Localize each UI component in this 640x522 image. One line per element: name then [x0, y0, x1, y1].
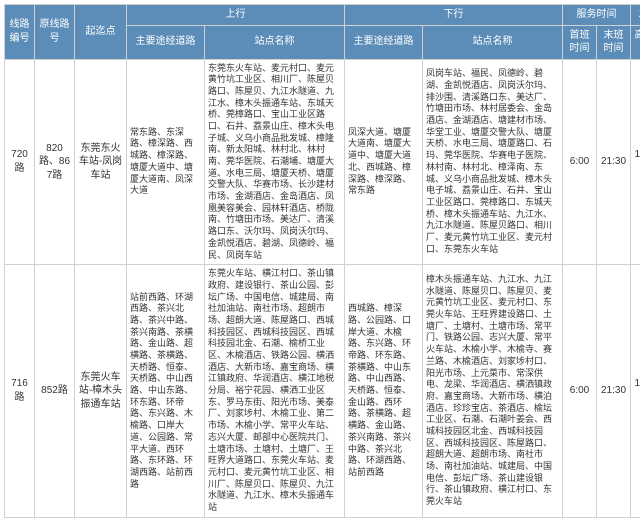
- cell-last: 21:30: [597, 265, 631, 517]
- hdr-down: 下行: [345, 5, 563, 26]
- hdr-up-stops: 站点名称: [205, 25, 345, 59]
- table-row: 720路 820路、867路 东莞东火车站-凤岗车站 常东路、东深路、樟深路、西…: [5, 59, 640, 265]
- cell-upRoute: 常东路、东深路、樟深路、西城路、樟深路、塘厦大道中、塘厦大道南、凤深大道: [127, 59, 205, 265]
- hdr-up-route: 主要途经道路: [127, 25, 205, 59]
- cell-first: 6:00: [563, 265, 597, 517]
- hdr-up: 上行: [127, 5, 345, 26]
- cell-upRoute: 站前西路、环湖西路、茶兴北路、茶兴中路、茶兴南路、茶横路、金山路、超横路、茶横路…: [127, 265, 205, 517]
- cell-first: 6:00: [563, 59, 597, 265]
- hdr-interval: 发车间隔: [631, 5, 640, 26]
- cell-origLine: 852路: [35, 265, 75, 517]
- hdr-origLine: 原线路号: [35, 5, 75, 60]
- hdr-down-stops: 站点名称: [423, 25, 563, 59]
- cell-downRoute: 西城路、樟深路、公园路、口岸大道、木榆路、东兴路、环帝路、环东路、茶横路、中山东…: [345, 265, 423, 517]
- cell-upStops: 东莞东火车站、麦元村口、麦元黄竹坑工业区、相川厂、陈屋贝路口、陈屋贝、九江水隧道…: [205, 59, 345, 265]
- bus-routes-table: 线路编号 原线路号 起迄点 上行 下行 服务时间 发车间隔 主要途经道路 站点名…: [4, 4, 640, 518]
- cell-terminals: 东莞火车站-樟木头振通车站: [75, 265, 127, 517]
- cell-terminals: 东莞东火车站-凤岗车站: [75, 59, 127, 265]
- hdr-peak: 高峰期: [631, 25, 640, 59]
- cell-last: 21:30: [597, 59, 631, 265]
- cell-upStops: 东莞火车站、横江村口、茶山镇政府、建设银行、茶山公园、彭坛广场、中国电信、城建局…: [205, 265, 345, 517]
- cell-downStops: 樟木头振通车站、九江水、九江水隧道、陈屋贝口、陈屋贝、麦元黄竹坑工业区、麦元村口…: [423, 265, 563, 517]
- cell-peak: 14-15: [631, 59, 640, 265]
- table-row: 716路 852路 东莞火车站-樟木头振通车站 站前西路、环湖西路、茶兴北路、茶…: [5, 265, 640, 517]
- cell-origLine: 820路、867路: [35, 59, 75, 265]
- hdr-first: 首班时间: [563, 25, 597, 59]
- cell-lineNo: 720路: [5, 59, 35, 265]
- hdr-last: 末班时间: [597, 25, 631, 59]
- hdr-down-route: 主要途经道路: [345, 25, 423, 59]
- cell-downStops: 凤岗车站、福民、凤德岭、碧湖、金凯悦酒店、凤岗沃尔玛、排沙围、清溪路口东、美达厂…: [423, 59, 563, 265]
- cell-peak: 13-15: [631, 265, 640, 517]
- hdr-lineNo: 线路编号: [5, 5, 35, 60]
- hdr-service: 服务时间: [563, 5, 631, 26]
- cell-lineNo: 716路: [5, 265, 35, 517]
- cell-downRoute: 凤深大道、塘厦大道南、塘厦大道中、塘厦大道北、西城路、樟深路、樟深路、常东路: [345, 59, 423, 265]
- hdr-terminals: 起迄点: [75, 5, 127, 60]
